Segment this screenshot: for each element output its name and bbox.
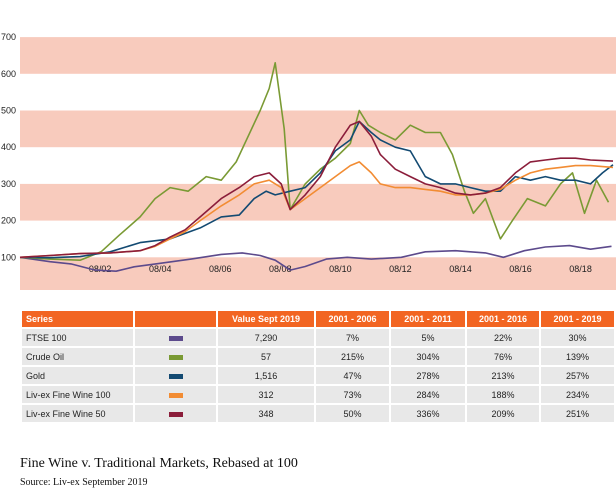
table-row: FTSE 100 7,290 7% 5% 22% 30% bbox=[22, 329, 614, 346]
value-cell: 7,290 bbox=[218, 329, 314, 346]
series-name: FTSE 100 bbox=[22, 329, 133, 346]
series-lines bbox=[19, 62, 614, 272]
change-2006-cell: 215% bbox=[316, 348, 389, 365]
change-2016-cell: 188% bbox=[467, 386, 539, 403]
header-2001-2016: 2001 - 2016 bbox=[467, 311, 539, 327]
x-tick-label: 08/08 bbox=[269, 264, 292, 274]
x-tick-label: 08/18 bbox=[569, 264, 592, 274]
series-name: Liv-ex Fine Wine 50 bbox=[22, 405, 133, 422]
series-name: Crude Oil bbox=[22, 348, 133, 365]
series-swatch-cell bbox=[135, 329, 216, 346]
header-value: Value Sept 2019 bbox=[218, 311, 314, 327]
series-line-crude-oil bbox=[19, 62, 610, 261]
series-name: Liv-ex Fine Wine 100 bbox=[22, 386, 133, 403]
change-2011-cell: 284% bbox=[391, 386, 465, 403]
series-swatch bbox=[168, 373, 183, 379]
x-tick-label: 08/02 bbox=[89, 264, 112, 274]
series-line-gold bbox=[19, 120, 614, 259]
series-line-liv-ex-fine-wine-50 bbox=[19, 120, 614, 259]
y-axis-tick-labels: 100 200 300 400 500 600 700 bbox=[1, 32, 16, 262]
x-tick-label: 08/04 bbox=[149, 264, 172, 274]
value-cell: 312 bbox=[218, 386, 314, 403]
series-name: Gold bbox=[22, 367, 133, 384]
change-2006-cell: 7% bbox=[316, 329, 389, 346]
change-2016-cell: 22% bbox=[467, 329, 539, 346]
series-swatch bbox=[168, 354, 183, 360]
value-cell: 57 bbox=[218, 348, 314, 365]
y-tick-label: 100 bbox=[1, 252, 16, 262]
table-row: Crude Oil 57 215% 304% 76% 139% bbox=[22, 348, 614, 365]
band bbox=[20, 110, 616, 148]
value-cell: 348 bbox=[218, 405, 314, 422]
table-header-row: Series Value Sept 2019 2001 - 2006 2001 … bbox=[22, 311, 614, 327]
series-swatch-cell bbox=[135, 386, 216, 403]
performance-table: Series Value Sept 2019 2001 - 2006 2001 … bbox=[20, 309, 616, 424]
change-2019-cell: 30% bbox=[541, 329, 614, 346]
x-tick-label: 08/16 bbox=[509, 264, 532, 274]
change-2019-cell: 139% bbox=[541, 348, 614, 365]
background-bands bbox=[20, 37, 616, 290]
header-series: Series bbox=[22, 311, 133, 327]
table-row: Liv-ex Fine Wine 100 312 73% 284% 188% 2… bbox=[22, 386, 614, 403]
table-row: Liv-ex Fine Wine 50 348 50% 336% 209% 25… bbox=[22, 405, 614, 422]
change-2011-cell: 278% bbox=[391, 367, 465, 384]
series-swatch bbox=[168, 411, 183, 417]
series-swatch bbox=[168, 335, 183, 341]
series-swatch-cell bbox=[135, 405, 216, 422]
series-swatch-cell bbox=[135, 367, 216, 384]
change-2006-cell: 47% bbox=[316, 367, 389, 384]
y-tick-label: 700 bbox=[1, 32, 16, 42]
change-2019-cell: 251% bbox=[541, 405, 614, 422]
change-2006-cell: 73% bbox=[316, 386, 389, 403]
y-tick-label: 500 bbox=[1, 106, 16, 116]
change-2019-cell: 234% bbox=[541, 386, 614, 403]
chart-caption: Fine Wine v. Traditional Markets, Rebase… bbox=[20, 456, 298, 471]
change-2019-cell: 257% bbox=[541, 367, 614, 384]
band bbox=[20, 37, 616, 74]
series-line-ftse-100 bbox=[19, 244, 612, 272]
change-2016-cell: 76% bbox=[467, 348, 539, 365]
x-tick-label: 08/14 bbox=[449, 264, 472, 274]
source-note: Source: Liv-ex September 2019 bbox=[20, 477, 148, 488]
y-tick-label: 200 bbox=[1, 216, 16, 226]
header-swatch bbox=[135, 311, 216, 327]
change-2016-cell: 209% bbox=[467, 405, 539, 422]
x-tick-label: 08/10 bbox=[329, 264, 352, 274]
series-line-liv-ex-fine-wine-100 bbox=[19, 161, 614, 259]
x-tick-label: 08/06 bbox=[209, 264, 232, 274]
change-2011-cell: 304% bbox=[391, 348, 465, 365]
header-2001-2006: 2001 - 2006 bbox=[316, 311, 389, 327]
change-2016-cell: 213% bbox=[467, 367, 539, 384]
change-2011-cell: 336% bbox=[391, 405, 465, 422]
y-tick-label: 600 bbox=[1, 69, 16, 79]
change-2006-cell: 50% bbox=[316, 405, 389, 422]
table-row: Gold 1,516 47% 278% 213% 257% bbox=[22, 367, 614, 384]
y-tick-label: 400 bbox=[1, 142, 16, 152]
x-axis-tick-labels: 08/02 08/04 08/06 08/08 08/10 08/12 08/14 08/16… bbox=[89, 264, 592, 274]
series-swatch bbox=[168, 392, 183, 398]
header-2001-2011: 2001 - 2011 bbox=[391, 311, 465, 327]
y-tick-label: 300 bbox=[1, 179, 16, 189]
value-cell: 1,516 bbox=[218, 367, 314, 384]
change-2011-cell: 5% bbox=[391, 329, 465, 346]
x-tick-label: 08/12 bbox=[389, 264, 412, 274]
header-2001-2019: 2001 - 2019 bbox=[541, 311, 614, 327]
series-swatch-cell bbox=[135, 348, 216, 365]
